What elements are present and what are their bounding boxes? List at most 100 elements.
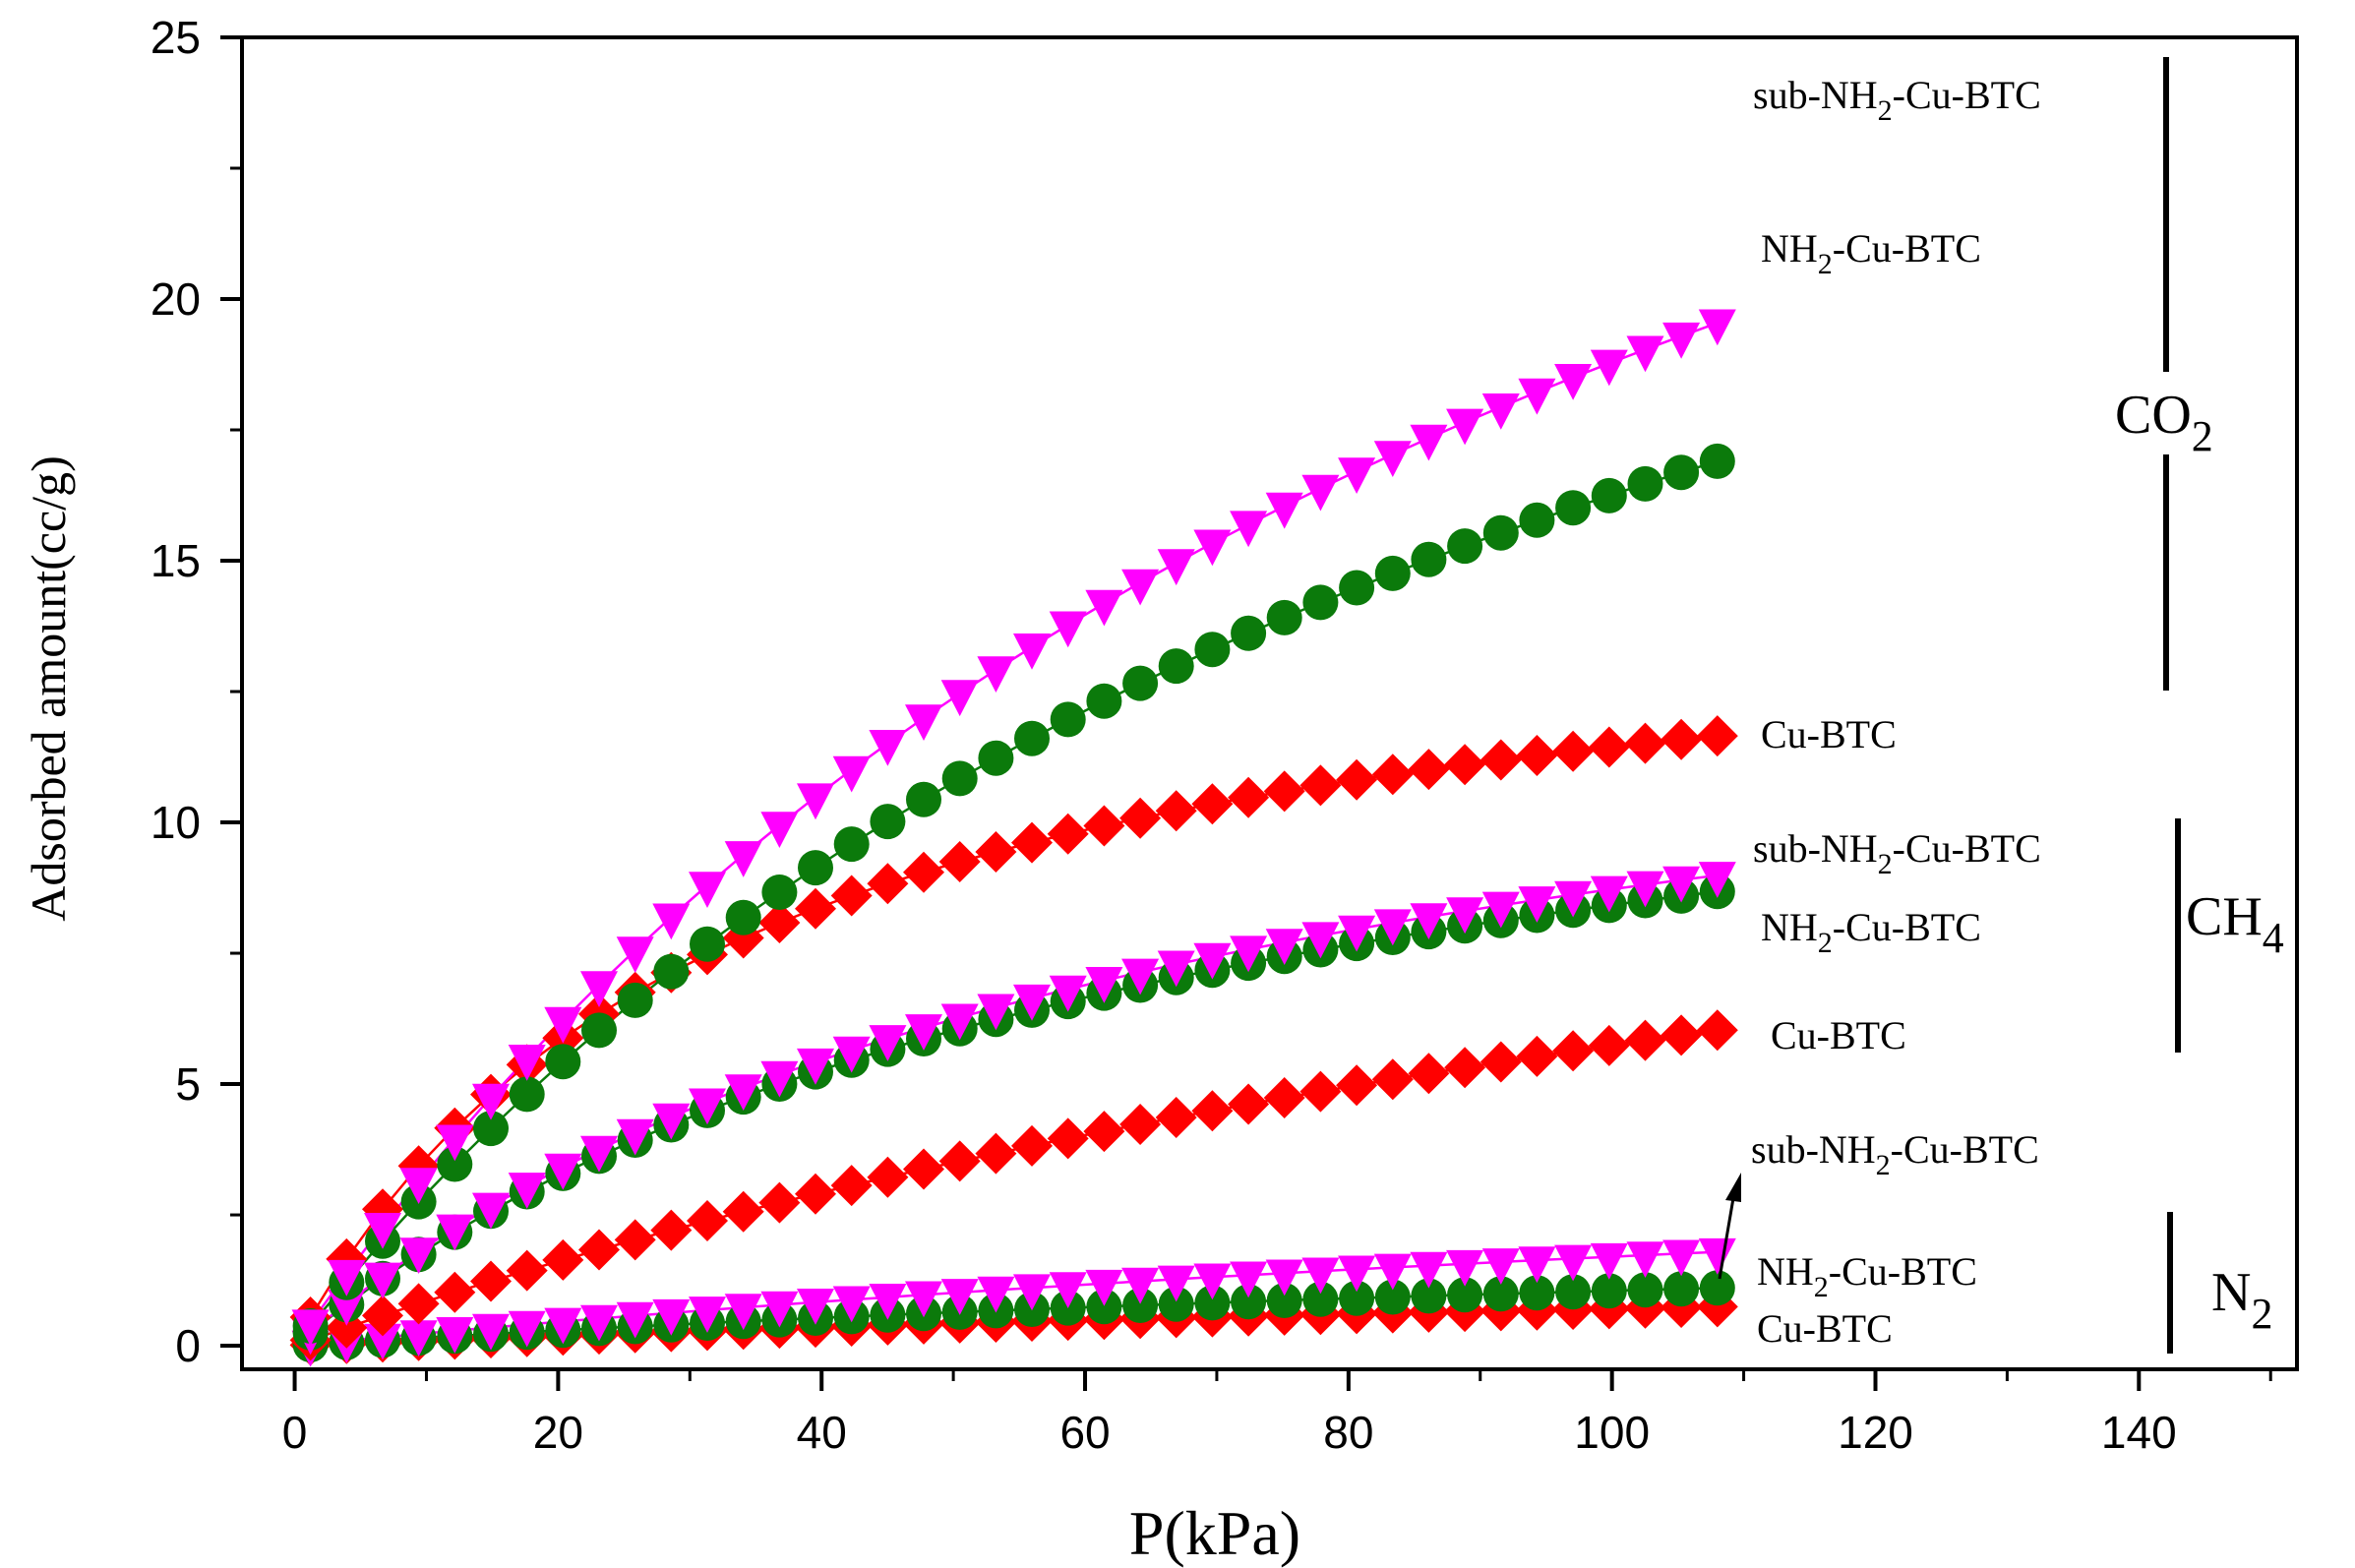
- data-point-ch4: [1013, 984, 1051, 1021]
- data-point-co2: [617, 982, 653, 1018]
- data-point-co2: [1231, 615, 1267, 651]
- data-point-ch4: [436, 1214, 474, 1251]
- data-point-ch4: [977, 994, 1015, 1031]
- data-point-co2: [473, 1111, 509, 1147]
- data-point-ch4: [1263, 1077, 1305, 1118]
- data-point-ch4: [1121, 958, 1160, 995]
- data-point-ch4: [1516, 1035, 1558, 1077]
- data-point-co2: [1626, 335, 1664, 373]
- data-point-co2: [291, 1309, 330, 1347]
- data-point-n2: [1662, 1239, 1701, 1277]
- data-point-co2: [1444, 744, 1486, 786]
- gas-label-ch4: CH4: [2186, 886, 2284, 962]
- data-point-ch4: [687, 1200, 728, 1241]
- data-point-co2: [867, 863, 909, 905]
- data-point-ch4: [1481, 891, 1520, 929]
- data-point-co2: [437, 1146, 473, 1182]
- data-point-n2: [977, 1276, 1015, 1313]
- series-labels: sub-NH2-Cu-BTCNH2-Cu-BTCCu-BTCsub-NH2-Cu…: [1718, 73, 2041, 1351]
- fit-line-co2: [309, 734, 1718, 1318]
- data-point-co2: [1410, 424, 1448, 461]
- series-label: Cu-BTC: [1771, 1013, 1906, 1057]
- data-point-co2: [905, 704, 942, 741]
- data-point-n2: [1158, 1286, 1194, 1322]
- data-point-n2: [364, 1323, 401, 1360]
- data-point-ch4: [362, 1295, 403, 1337]
- fit-line-ch4: [310, 1029, 1718, 1342]
- x-tick-label: 0: [282, 1407, 308, 1458]
- data-point-n2: [869, 1284, 907, 1320]
- data-point-n2: [832, 1286, 871, 1323]
- data-point-n2: [1591, 1273, 1627, 1309]
- data-point-co2: [1555, 490, 1592, 526]
- data-point-co2: [903, 851, 944, 893]
- data-point-n2: [544, 1307, 582, 1345]
- data-point-co2: [1011, 821, 1053, 864]
- data-point-ch4: [722, 1190, 764, 1233]
- data-point-ch4: [1696, 1009, 1738, 1052]
- data-point-co2: [1447, 528, 1483, 565]
- data-point-ch4: [470, 1260, 512, 1302]
- data-point-n2: [1085, 1269, 1123, 1306]
- data-point-co2: [1518, 378, 1556, 415]
- data-point-co2: [1049, 611, 1087, 648]
- data-point-n2: [1193, 1263, 1232, 1300]
- fit-line-n2: [310, 1287, 1718, 1347]
- data-point-co2: [1662, 322, 1701, 359]
- data-point-n2: [1447, 1277, 1483, 1313]
- data-point-co2: [509, 1076, 545, 1113]
- data-point-ch4: [797, 1048, 834, 1085]
- data-point-co2: [1516, 735, 1558, 776]
- data-point-ch4: [652, 1103, 691, 1140]
- data-point-ch4: [616, 1118, 654, 1156]
- data-point-ch4: [1373, 909, 1412, 946]
- data-point-ch4: [1371, 1058, 1414, 1101]
- data-point-co2: [1591, 477, 1627, 513]
- data-point-ch4: [1193, 942, 1232, 980]
- data-point-n2: [905, 1281, 942, 1318]
- data-point-co2: [690, 926, 725, 962]
- data-point-co2: [798, 850, 833, 886]
- data-point-ch4: [1155, 1097, 1197, 1138]
- data-point-co2: [1552, 730, 1595, 772]
- data-point-n2: [760, 1291, 799, 1328]
- data-point-co2: [1479, 739, 1522, 781]
- data-point-ch4: [1011, 1124, 1053, 1167]
- data-point-ch4: [1338, 915, 1376, 952]
- fit-line-co2: [309, 459, 1719, 1327]
- data-point-n2: [1122, 1288, 1159, 1323]
- data-point-ch4: [508, 1173, 546, 1209]
- data-point-ch4: [689, 1088, 726, 1125]
- data-point-ch4: [1446, 897, 1484, 935]
- data-point-n2: [1555, 1274, 1592, 1310]
- data-point-co2: [1155, 790, 1197, 832]
- data-point-co2: [1411, 541, 1447, 577]
- data-point-co2: [1627, 465, 1663, 502]
- data-point-ch4: [1624, 1019, 1666, 1061]
- data-point-co2: [652, 903, 691, 940]
- data-point-co2: [761, 874, 798, 910]
- data-point-ch4: [760, 1060, 799, 1098]
- data-point-n2: [724, 1294, 762, 1331]
- x-tick-label: 140: [2101, 1407, 2177, 1458]
- data-point-co2: [1336, 758, 1378, 801]
- data-point-co2: [545, 1044, 581, 1080]
- data-point-co2: [1047, 813, 1089, 855]
- data-point-co2: [941, 760, 978, 797]
- y-tick-label: 20: [151, 273, 201, 325]
- data-point-n2: [1157, 1265, 1195, 1302]
- data-point-co2: [1408, 749, 1450, 791]
- data-point-co2: [869, 730, 907, 766]
- data-point-co2: [795, 887, 836, 930]
- data-point-ch4: [795, 1173, 836, 1215]
- data-point-ch4: [1157, 950, 1195, 988]
- data-point-ch4: [940, 1003, 979, 1041]
- data-point-ch4: [1265, 929, 1303, 965]
- data-point-n2: [1265, 1259, 1303, 1297]
- data-point-co2: [830, 874, 873, 917]
- data-point-n2: [1482, 1276, 1519, 1312]
- data-point-ch4: [1301, 922, 1340, 959]
- data-point-ch4: [1552, 1030, 1595, 1072]
- series-label: Cu-BTC: [1761, 712, 1897, 756]
